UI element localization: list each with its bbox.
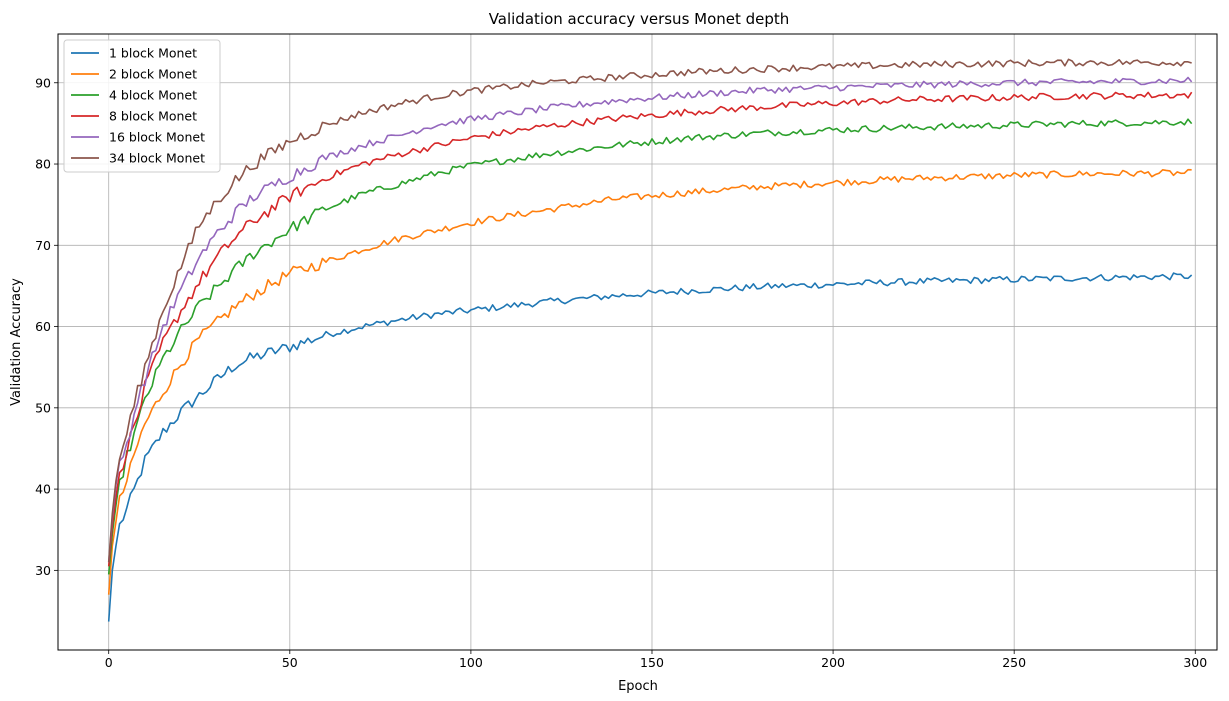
series-line-4 (107, 91, 1193, 567)
series-group (107, 58, 1193, 622)
series-line-6 (107, 58, 1192, 563)
chart-title: Validation accuracy versus Monet depth (489, 10, 790, 28)
y-tick-label: 80 (35, 157, 51, 172)
x-tick-label: 0 (105, 655, 113, 670)
y-tick-label: 90 (35, 75, 51, 90)
series-line-1 (107, 272, 1193, 622)
y-tick-label: 30 (35, 563, 51, 578)
legend-label: 34 block Monet (109, 151, 205, 166)
y-tick-label: 60 (35, 319, 51, 334)
legend-label: 1 block Monet (109, 46, 197, 61)
legend-label: 8 block Monet (109, 109, 197, 124)
plot-frame (57, 33, 1218, 651)
x-tick-label: 250 (1002, 655, 1026, 670)
x-tick-label: 100 (459, 655, 483, 670)
y-tick-label: 50 (35, 400, 51, 415)
series-line-3 (107, 118, 1193, 575)
x-axis-label: Epoch (618, 679, 658, 694)
legend-box (63, 39, 221, 173)
x-tick-label: 50 (282, 655, 298, 670)
legend: 1 block Monet 2 block Monet 4 block Monet 8… (63, 39, 221, 173)
legend-label: 2 block Monet (109, 67, 197, 82)
ticks: 0 50 100 150 200 250 300 30 40 50 60 70 80 90 (35, 75, 1207, 670)
legend-label: 4 block Monet (109, 88, 197, 103)
y-tick-label: 70 (35, 238, 51, 253)
y-tick-label: 40 (35, 482, 51, 497)
series-line-5 (107, 76, 1193, 563)
x-tick-label: 300 (1183, 655, 1207, 670)
legend-label: 16 block Monet (109, 130, 205, 145)
x-tick-label: 150 (640, 655, 664, 670)
y-axis-label: Validation Accuracy (9, 278, 24, 406)
x-tick-label: 200 (821, 655, 845, 670)
series-line-2 (107, 168, 1192, 595)
